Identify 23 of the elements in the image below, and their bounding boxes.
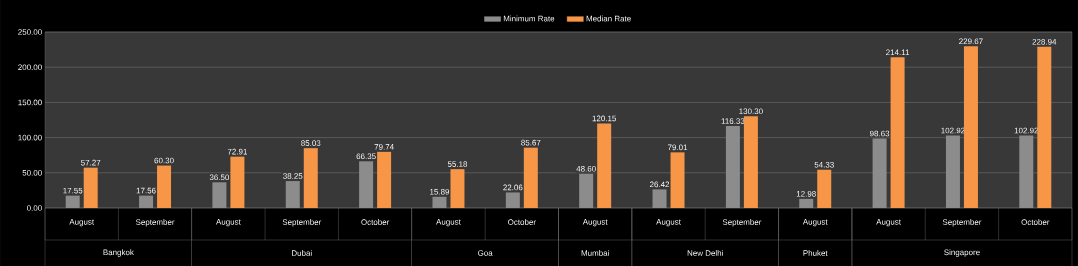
bar — [670, 152, 685, 208]
bar — [743, 116, 758, 208]
bar — [652, 189, 667, 208]
bar — [523, 147, 538, 208]
bar — [157, 165, 172, 208]
bar — [303, 148, 318, 208]
bar — [212, 182, 227, 208]
bar — [230, 156, 245, 208]
bar — [799, 198, 814, 208]
bar — [890, 57, 905, 208]
bar — [963, 46, 978, 208]
bar — [139, 195, 154, 208]
bar — [285, 180, 300, 208]
bar — [597, 123, 612, 208]
bar — [1037, 46, 1052, 208]
bar — [432, 196, 447, 208]
bar — [377, 151, 392, 208]
bar — [817, 169, 832, 208]
bar — [65, 195, 80, 208]
bar — [450, 169, 465, 208]
bar — [579, 173, 594, 208]
bar — [83, 167, 98, 208]
bar — [505, 192, 520, 208]
